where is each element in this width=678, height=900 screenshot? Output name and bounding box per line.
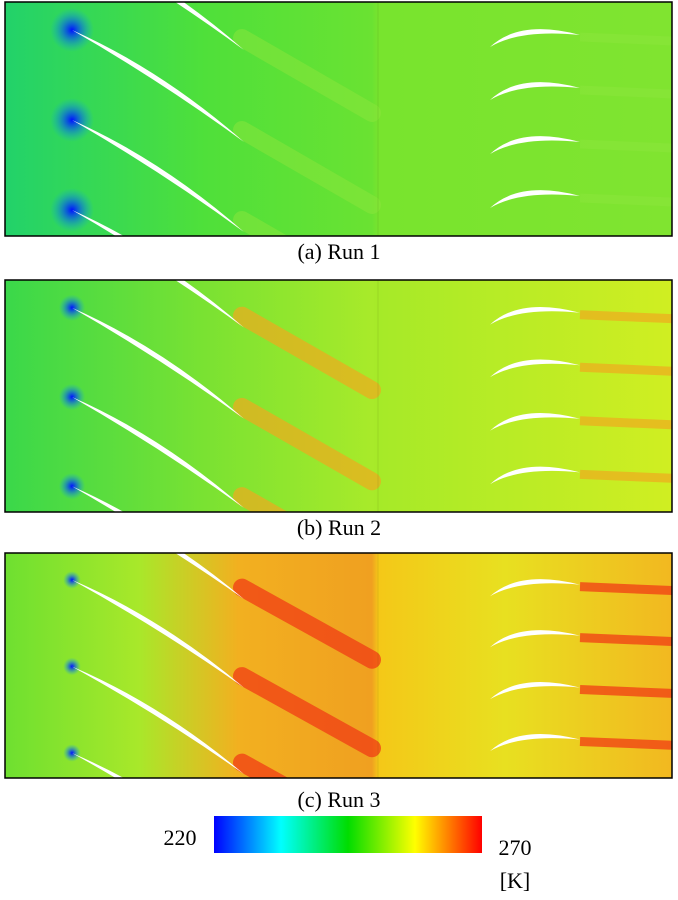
caption: (c) Run 3 — [297, 787, 380, 812]
page: (a) Run 1(b) Run 2(c) Run 3 220 270 [K] … — [0, 0, 678, 900]
wake — [580, 198, 672, 202]
wake — [580, 37, 672, 41]
figure: (a) Run 1 (b) Run 2 (c) Run 3 220 270 [K] — [0, 0, 678, 895]
panel-bg — [5, 280, 672, 512]
colorbar — [214, 816, 482, 853]
caption: (a) Run 1 — [297, 239, 380, 264]
wake — [580, 90, 672, 94]
wake — [242, 849, 372, 895]
panel-bg — [5, 2, 672, 236]
wake — [580, 690, 672, 694]
colorbar-min: 220 — [164, 825, 197, 850]
wake — [580, 474, 672, 478]
wake — [580, 315, 672, 319]
caption: (b) Run 2 — [297, 515, 381, 540]
colorbar-max: 270 — [499, 835, 532, 860]
wake — [580, 587, 672, 591]
wake — [580, 260, 672, 264]
colorbar-unit: [K] — [500, 868, 531, 893]
wake — [580, 741, 672, 745]
wake — [580, 534, 672, 538]
blade — [490, 526, 580, 543]
wake — [580, 638, 672, 642]
blade — [490, 252, 580, 270]
wake — [580, 421, 672, 425]
wake — [580, 144, 672, 148]
panels: (a) Run 1 (b) Run 2 (c) Run 3 — [5, 0, 672, 895]
panel-bg — [5, 553, 672, 778]
wake — [580, 367, 672, 371]
